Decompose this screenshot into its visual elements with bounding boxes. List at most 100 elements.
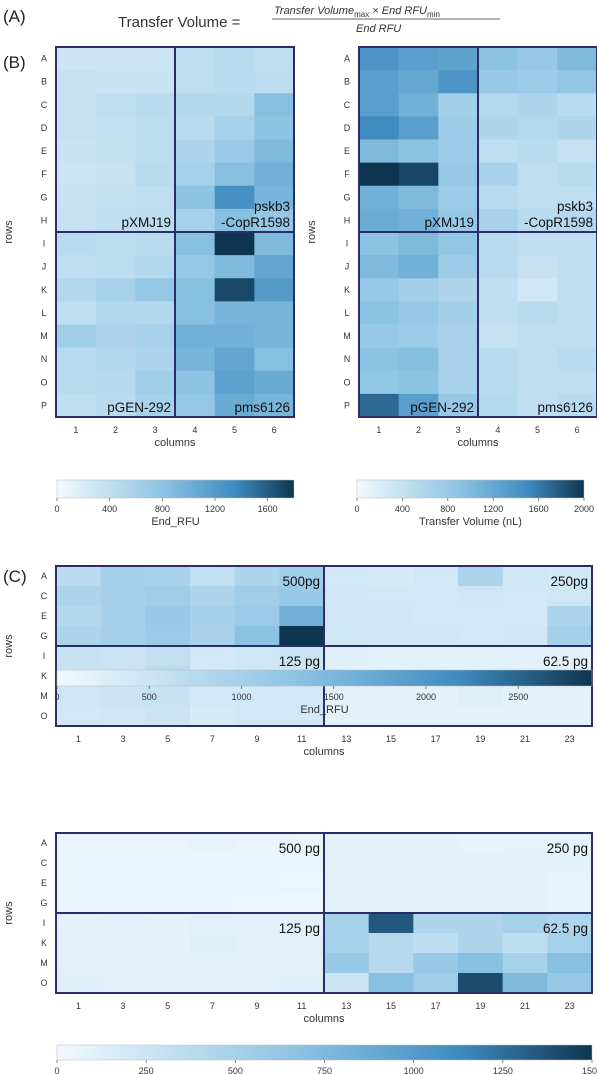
row-tick-label: B	[344, 77, 350, 87]
heatmap-cell	[254, 116, 295, 140]
heatmap-cell	[56, 324, 97, 349]
heatmap-cell	[359, 255, 400, 279]
heatmap-cell	[95, 301, 136, 325]
colorbar-tick-label: 0	[354, 504, 359, 514]
row-tick-label: I	[43, 651, 46, 661]
heatmap-cell	[175, 255, 216, 279]
heatmap-cell	[95, 324, 136, 349]
heatmap-cell	[100, 933, 146, 954]
heatmap-cell	[413, 706, 459, 727]
colorbar-label: Transfer Volume (nL)	[419, 516, 522, 528]
heatmap-cell	[145, 853, 191, 874]
heatmap-cell	[502, 606, 548, 627]
column-tick-label: 4	[495, 425, 500, 435]
heatmap-cell	[175, 324, 216, 349]
heatmap-cell	[190, 646, 236, 667]
heatmap-cell	[368, 913, 414, 934]
row-tick-label: F	[41, 169, 47, 179]
colorbar-gradient	[356, 479, 585, 499]
quadrant-label: pskb3 -CopR1598	[524, 199, 593, 230]
heatmap-cell	[547, 853, 593, 874]
heatmap-cell	[100, 893, 146, 914]
heatmap-cell	[175, 370, 216, 395]
heatmap-cell	[359, 162, 400, 187]
heatmap-cell	[413, 646, 459, 667]
heatmap-cell	[502, 953, 548, 974]
heatmap-cell	[557, 208, 597, 233]
heatmap-cell	[547, 953, 593, 974]
heatmap-cell	[368, 893, 414, 914]
column-tick-label: 21	[520, 1001, 530, 1011]
heatmap-cell	[398, 347, 439, 372]
column-tick-label: 5	[165, 734, 170, 744]
colorbar-tick-label: 400	[102, 504, 117, 514]
heatmap-cell	[368, 833, 414, 854]
heatmap-cell	[359, 301, 400, 325]
heatmap-cell	[478, 232, 519, 256]
heatmap-cell	[359, 370, 400, 395]
row-tick-label: O	[40, 978, 47, 988]
heatmap-cell	[438, 185, 479, 210]
heatmap-cell	[56, 301, 97, 325]
heatmap-cell	[175, 347, 216, 372]
heatmap-cell	[557, 139, 597, 164]
heatmap-cell	[438, 208, 479, 233]
column-tick-label: 23	[565, 734, 575, 744]
heatmap-cell	[175, 208, 216, 233]
heatmap-cell	[190, 873, 236, 894]
heatmap-cell	[234, 833, 280, 854]
heatmap-cell	[254, 185, 295, 210]
row-tick-label: C	[41, 858, 48, 868]
heatmap-cell	[438, 301, 479, 325]
column-tick-label: 9	[254, 1001, 259, 1011]
row-tick-label: E	[41, 878, 47, 888]
heatmap-cell	[478, 301, 519, 325]
heatmap-cell	[95, 185, 136, 210]
heatmap-cell	[279, 913, 325, 934]
row-tick-label: O	[343, 377, 350, 387]
heatmap-cell	[175, 116, 216, 140]
heatmap-cell	[517, 301, 558, 325]
heatmap-cell	[359, 70, 400, 94]
heatmap-cell	[458, 686, 504, 707]
heatmap-cell	[175, 47, 216, 71]
heatmap-cell	[254, 393, 295, 418]
colorbar-tick-label: 800	[155, 504, 170, 514]
heatmap-cell	[279, 893, 325, 914]
heatmap-cell	[254, 139, 295, 164]
b-transfer-volume-colorbar: 0 400 800 1200 1600 2000 Transfer Volume (nL)	[354, 479, 594, 528]
heatmap-cell	[359, 393, 400, 418]
heatmap-cell	[547, 566, 593, 587]
heatmap-cell	[398, 116, 439, 140]
row-tick-label: I	[43, 239, 46, 249]
heatmap-cell	[478, 162, 519, 187]
quadrant-label: pGEN-292	[107, 400, 171, 415]
heatmap-cell	[398, 139, 439, 164]
heatmap-cell	[214, 208, 255, 233]
heatmap-cell	[214, 324, 255, 349]
heatmap-cell	[234, 646, 280, 667]
heatmap-cell	[254, 278, 295, 302]
row-tick-label: O	[40, 377, 47, 387]
row-tick-label: K	[344, 285, 350, 295]
heatmap-cell	[413, 833, 459, 854]
heatmap-cell	[438, 347, 479, 372]
heatmap-cell	[368, 606, 414, 627]
heatmap-cell	[458, 933, 504, 954]
heatmap-cell	[135, 347, 176, 372]
heatmap-cell	[95, 255, 136, 279]
quadrant-label: pXMJ19	[121, 215, 171, 230]
heatmap-cell	[214, 93, 255, 117]
row-tick-label: B	[41, 77, 47, 87]
heatmap-cell	[100, 953, 146, 974]
heatmap-cell	[145, 686, 191, 707]
heatmap-cell	[135, 208, 176, 233]
row-tick-label: E	[41, 146, 47, 156]
row-tick-label: K	[41, 285, 47, 295]
heatmap-cell	[478, 393, 519, 418]
heatmap-cell	[438, 324, 479, 349]
heatmap-cell	[478, 347, 519, 372]
column-tick-label: 5	[535, 425, 540, 435]
heatmap-cell	[175, 185, 216, 210]
heatmap-cell	[254, 47, 295, 71]
